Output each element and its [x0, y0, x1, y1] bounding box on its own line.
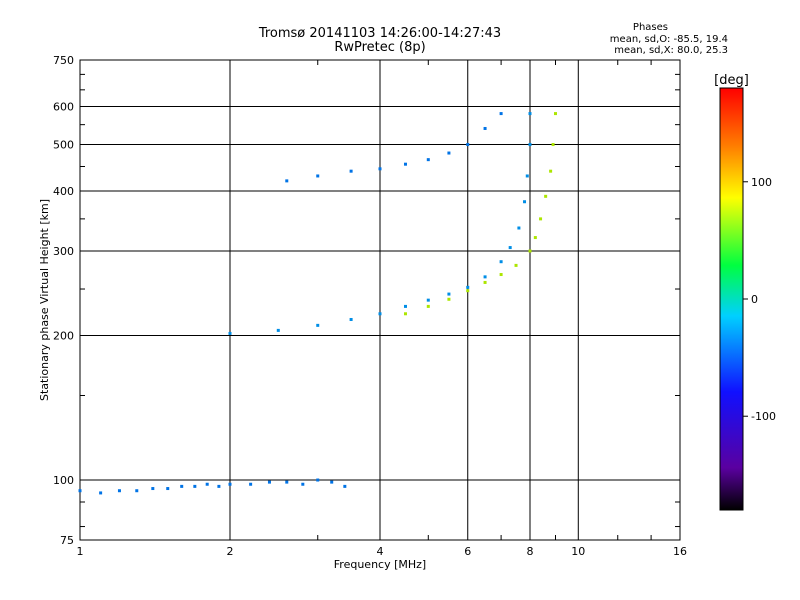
data-point: [426, 158, 430, 162]
data-point: [483, 126, 487, 130]
data-point: [447, 151, 451, 155]
data-point: [523, 200, 527, 204]
data-point: [166, 487, 170, 491]
data-point: [499, 273, 503, 277]
data-point: [228, 331, 232, 335]
chart-subtitle: RwPretec (8p): [334, 40, 426, 55]
x-axis-label: Frequency [MHz]: [334, 558, 426, 571]
colorbar: [719, 87, 744, 511]
colorbar-tick-label: -100: [751, 410, 776, 423]
data-point: [228, 482, 232, 486]
data-point: [551, 143, 555, 147]
x-tick-label: 16: [673, 545, 687, 558]
data-point: [217, 484, 221, 488]
data-point: [499, 112, 503, 116]
x-tick-label: 2: [227, 545, 234, 558]
stats-heading: Phases: [632, 22, 668, 33]
data-point: [276, 328, 280, 332]
data-point: [330, 480, 334, 484]
data-point: [553, 112, 557, 116]
data-point: [135, 489, 139, 493]
y-tick-label: 600: [53, 101, 74, 114]
data-point: [426, 304, 430, 308]
data-point: [549, 169, 553, 173]
data-point: [528, 112, 532, 116]
data-point: [466, 285, 470, 289]
data-point: [403, 162, 407, 166]
data-point: [267, 480, 271, 484]
data-point: [349, 169, 353, 173]
stats-x-mode: mean, sd,X: 80.0, 25.3: [614, 45, 728, 56]
colorbar-tick-label: 100: [751, 176, 772, 189]
data-point: [316, 323, 320, 327]
data-point: [514, 263, 518, 267]
y-tick-label: 75: [60, 534, 74, 547]
data-point: [426, 298, 430, 302]
data-point: [528, 249, 532, 253]
data-point: [508, 246, 512, 250]
data-point: [403, 304, 407, 308]
data-point: [403, 312, 407, 316]
chart-title: Tromsø 20141103 14:26:00-14:27:43: [258, 26, 502, 41]
data-point: [533, 236, 537, 240]
data-point: [343, 484, 347, 488]
data-point: [285, 480, 289, 484]
data-point: [544, 194, 548, 198]
x-tick-label: 8: [527, 545, 534, 558]
x-tick-label: 10: [571, 545, 585, 558]
data-point: [349, 317, 353, 321]
x-tick-label: 1: [77, 545, 84, 558]
data-point: [285, 179, 289, 183]
data-point: [249, 482, 253, 486]
x-tick-label: 4: [377, 545, 384, 558]
data-point: [539, 217, 543, 221]
data-point: [205, 482, 209, 486]
y-tick-label: 500: [53, 139, 74, 152]
data-point: [151, 487, 155, 491]
data-point: [316, 174, 320, 178]
data-point: [78, 489, 82, 493]
data-point: [117, 489, 121, 493]
y-tick-label: 750: [53, 54, 74, 67]
data-point: [466, 289, 470, 293]
data-point: [447, 297, 451, 301]
y-tick-label: 100: [53, 474, 74, 487]
data-point: [483, 280, 487, 284]
y-tick-label: 200: [53, 330, 74, 343]
y-axis-label: Stationary phase Virtual Height [km]: [38, 199, 51, 401]
data-point: [301, 482, 305, 486]
data-point: [499, 260, 503, 264]
data-point: [193, 484, 197, 488]
data-point: [447, 292, 451, 296]
data-point: [378, 312, 382, 316]
data-point: [483, 275, 487, 279]
data-point: [99, 491, 103, 495]
data-point: [316, 478, 320, 482]
colorbar-label: [deg]: [714, 73, 749, 88]
data-point: [525, 174, 529, 178]
data-point: [517, 226, 521, 230]
colorbar-tick-label: 0: [751, 293, 758, 306]
data-point: [466, 143, 470, 147]
y-tick-label: 400: [53, 185, 74, 198]
data-point: [180, 484, 184, 488]
x-tick-label: 6: [464, 545, 471, 558]
data-point: [528, 143, 532, 147]
stats-o-mode: mean, sd,O: -85.5, 19.4: [609, 34, 728, 45]
y-tick-label: 300: [53, 245, 74, 258]
data-point: [378, 167, 382, 171]
